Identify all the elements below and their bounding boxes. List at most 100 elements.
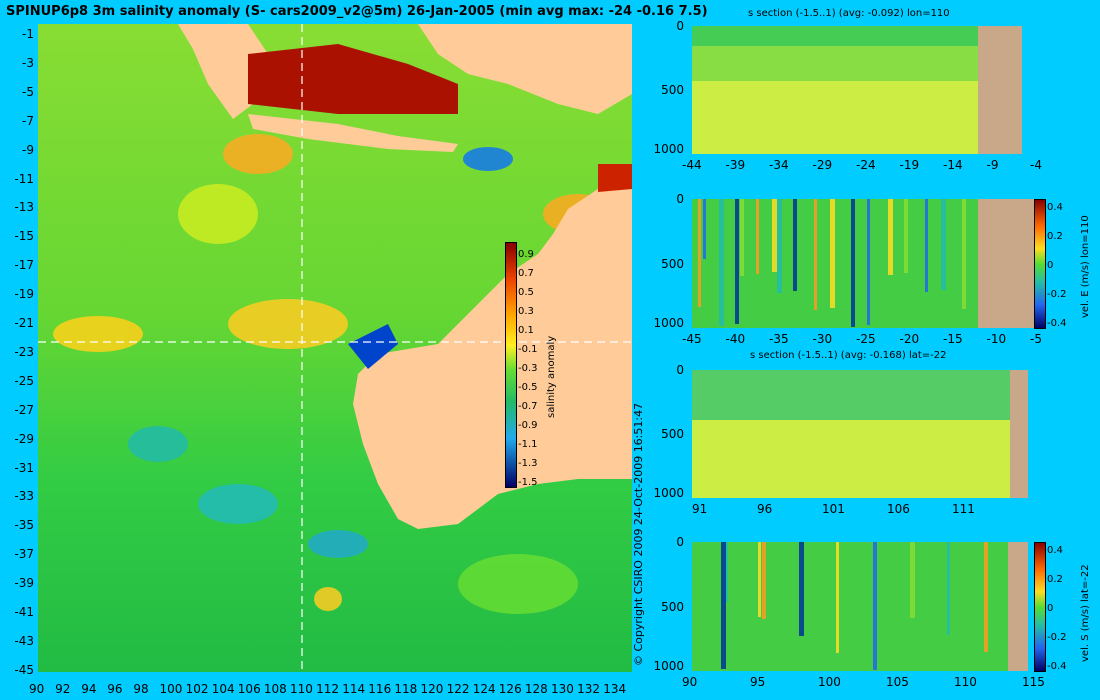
map-x-tick: 108 (263, 682, 287, 696)
map-x-tick: 94 (81, 682, 97, 696)
p4-colorbar-tick: -0.4 (1047, 661, 1067, 672)
velocity-stripe (719, 199, 724, 326)
p4-x-tick: 100 (818, 675, 841, 689)
map-title: SPINUP6p8 3m salinity anomaly (S- cars20… (6, 4, 708, 19)
map-y-tick: -1 (22, 27, 34, 41)
velocity-stripe (888, 199, 893, 275)
velocity-stripe (851, 199, 855, 327)
colorbar-tick: -0.1 (518, 344, 538, 355)
p4-colorbar-tick: -0.2 (1047, 632, 1067, 643)
velocity-colorbar-2 (1034, 542, 1046, 672)
colorbar-tick: -1.1 (518, 439, 538, 450)
velocity-stripe (904, 199, 908, 273)
p4-x-tick: 105 (886, 675, 909, 689)
p4-colorbar-tick: 0.2 (1047, 574, 1063, 585)
section-panel-2[interactable] (692, 199, 1034, 328)
p4-x-tick: 90 (682, 675, 698, 689)
velocity-stripe (910, 542, 915, 618)
velocity-stripe (814, 199, 817, 310)
p1-x-tick: -24 (856, 158, 876, 172)
map-y-tick: -19 (14, 287, 34, 302)
p2-y-tick: 500 (661, 256, 684, 271)
map-x-tick: 98 (133, 682, 149, 696)
colorbar-tick: -0.5 (518, 382, 538, 393)
p1-x-tick: -4 (1030, 158, 1042, 172)
p2-x-tick: -20 (899, 332, 920, 346)
p3-x-tick: 91 (692, 502, 708, 516)
colorbar-tick: 0.5 (518, 287, 534, 298)
p2-colorbar-tick: 0.2 (1047, 231, 1063, 242)
p4-y-tick: 1000 (653, 658, 684, 673)
anomaly-patches (53, 134, 613, 614)
p2-colorbar-tick: 0.4 (1047, 202, 1063, 213)
p1-y-tick: 1000 (653, 141, 684, 156)
copyright-text: © Copyright CSIRO 2009 24-Oct-2009 16:51… (632, 402, 645, 666)
colorbar-tick: 0.7 (518, 268, 534, 279)
velocity-stripe (772, 199, 777, 272)
p4-colorbar-tick: 0.4 (1047, 545, 1063, 556)
land-masses (178, 24, 632, 529)
velocity-stripe (925, 199, 928, 292)
velocity-stripe (703, 199, 706, 259)
p1-x-tick: -9 (986, 158, 999, 172)
p1-x-tick: -34 (769, 158, 789, 172)
salinity-map[interactable] (38, 24, 632, 672)
colorbar-tick: -1.5 (518, 477, 538, 488)
map-x-tick: 106 (237, 682, 261, 696)
map-x-tick: 102 (185, 682, 209, 696)
p3-x-tick: 96 (757, 502, 773, 516)
velocity-stripe (758, 542, 761, 617)
velocity-stripe (984, 542, 988, 652)
map-y-tick: -31 (14, 460, 34, 475)
salinity-colorbar-label: salinity anomaly (546, 335, 557, 418)
map-x-tick: 110 (290, 682, 313, 696)
map-x-tick: 130 (551, 682, 574, 696)
salinity-colorbar (505, 242, 517, 488)
colorbar-tick: 0.3 (518, 306, 534, 317)
p2-x-tick: -40 (725, 332, 746, 346)
velocity-stripe (941, 199, 946, 290)
map-y-tick: -29 (14, 431, 34, 446)
p2-y-tick: 0 (676, 192, 684, 206)
colorbar-tick: -0.3 (518, 363, 538, 374)
map-y-tick: -13 (14, 200, 34, 215)
velocity-stripe (777, 199, 782, 293)
velocity-stripe (830, 199, 835, 308)
p2-y-tick: 1000 (653, 315, 684, 330)
map-y-tick: -25 (14, 373, 34, 388)
section-panel-3[interactable] (692, 370, 1028, 498)
map-x-tick: 118 (394, 682, 418, 696)
velocity-stripe (799, 542, 804, 636)
p4-y-tick: 0 (676, 535, 684, 549)
velocity-stripe (947, 542, 950, 635)
map-x-tick: 116 (368, 682, 392, 696)
p3-x-tick: 106 (887, 502, 910, 516)
map-x-tick: 120 (420, 682, 444, 696)
p2-x-tick: -35 (769, 332, 789, 346)
velocity-stripe (873, 542, 877, 670)
map-x-tick: 114 (342, 682, 366, 696)
velocity-stripe (756, 199, 759, 274)
map-y-tick: -9 (22, 142, 34, 157)
section-panel-1[interactable] (692, 26, 1022, 154)
p3-x-tick: 101 (822, 502, 845, 516)
map-x-tick: 92 (55, 682, 71, 696)
colorbar-tick: -0.7 (518, 401, 538, 412)
p4-y-tick: 500 (661, 599, 684, 614)
colorbar-tick: 0.1 (518, 325, 534, 336)
map-y-tick: -21 (14, 316, 34, 330)
colorbar-tick: -0.9 (518, 420, 538, 431)
map-x-tick: 128 (524, 682, 548, 696)
velocity-stripe (735, 199, 739, 324)
map-x-tick: 90 (29, 682, 45, 696)
map-x-tick: 126 (498, 682, 522, 696)
p4-colorbar-tick: 0 (1047, 603, 1054, 614)
p2-x-tick: -30 (812, 332, 833, 346)
map-y-tick: -43 (14, 633, 34, 648)
p1-x-tick: -29 (812, 158, 833, 172)
section-panel-4[interactable] (692, 542, 1028, 671)
panel3-title: s section (-1.5..1) (avg: -0.168) lat=-2… (750, 350, 947, 361)
map-y-tick: -35 (14, 518, 34, 533)
p2-x-tick: -5 (1030, 332, 1042, 346)
panel1-title: s section (-1.5..1) (avg: -0.092) lon=11… (748, 8, 950, 19)
